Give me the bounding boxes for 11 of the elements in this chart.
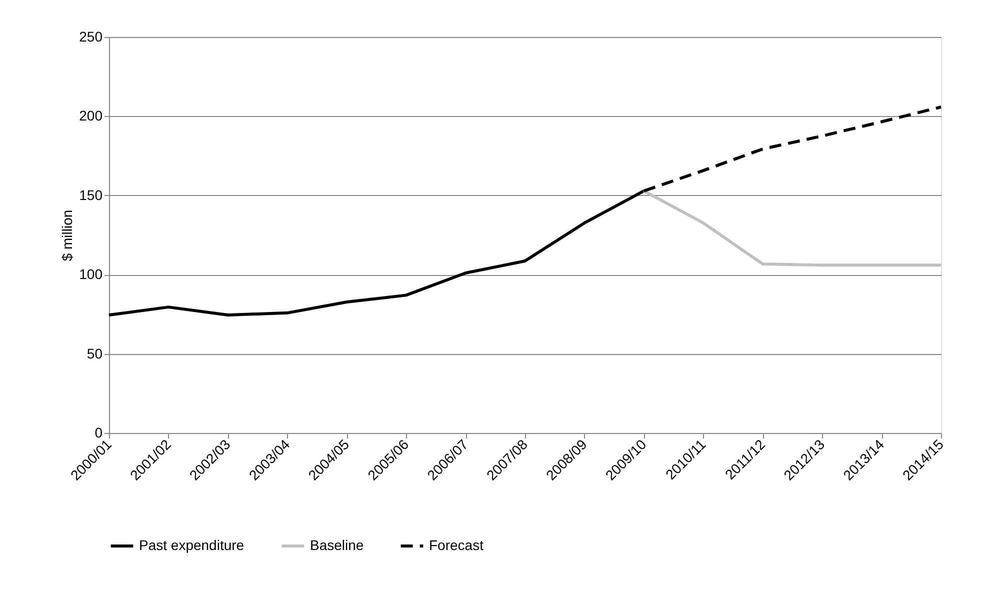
y-tick-label: 0 xyxy=(94,424,103,440)
y-axis-title: $ million xyxy=(59,210,76,262)
y-tick-label: 200 xyxy=(79,108,103,124)
legend-label: Baseline xyxy=(310,537,364,553)
legend-label: Forecast xyxy=(429,537,484,553)
y-tick-label: 50 xyxy=(86,345,103,362)
y-tick-label: 150 xyxy=(79,186,103,203)
y-tick-label: 100 xyxy=(79,266,103,282)
legend-label: Past expenditure xyxy=(139,537,244,553)
line-series xyxy=(642,189,942,267)
y-tick-label: 250 xyxy=(79,28,103,44)
